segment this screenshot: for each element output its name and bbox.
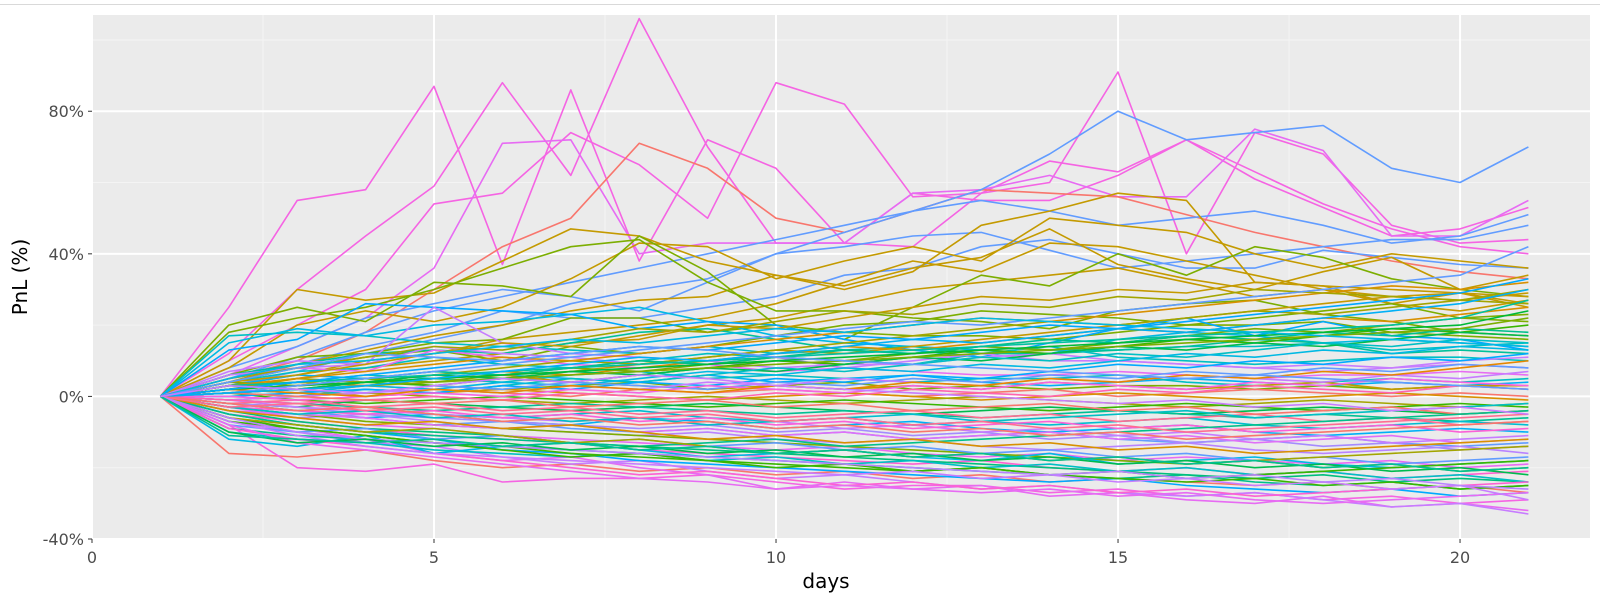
- x-axis-title: days: [802, 569, 849, 593]
- series-line-91: [160, 395, 1529, 433]
- series-line-74: [160, 392, 1529, 416]
- y-axis-title: PnL (%): [8, 239, 32, 316]
- x-tick-label: 10: [766, 548, 786, 567]
- series-line-86: [160, 395, 1529, 448]
- series-line-81: [160, 299, 1529, 398]
- series-line-72: [160, 377, 1529, 401]
- series-line-80: [160, 310, 1529, 398]
- y-tick-label: 80%: [48, 102, 84, 121]
- series-line-57: [160, 395, 1529, 444]
- series-line-83: [160, 278, 1529, 398]
- series-line-21: [159, 302, 1529, 398]
- series-line-11: [160, 217, 1529, 398]
- series-line-71: [160, 370, 1529, 401]
- series-line-84: [160, 288, 1529, 398]
- series-line-34: [160, 392, 1529, 412]
- series-line-9: [160, 238, 1529, 398]
- series-line-89: [160, 395, 1529, 455]
- y-tick-label: 40%: [48, 245, 84, 264]
- x-tick-label: 0: [87, 548, 97, 567]
- series-line-8: [160, 224, 1529, 398]
- series-line-7: [160, 199, 1529, 398]
- series-line-93: [160, 395, 1529, 505]
- series-line-47: [160, 395, 1529, 498]
- series-line-98: [160, 317, 1529, 398]
- tick-labels: 0 5 10 15 20 -40% 0% 40% 80%: [43, 102, 1471, 567]
- series-line-100: [160, 374, 1529, 415]
- top-border-line: [0, 4, 1600, 5]
- y-tick-label: 0%: [59, 387, 84, 406]
- x-tick-label: 5: [429, 548, 439, 567]
- x-tick-label: 15: [1108, 548, 1128, 567]
- series-line-77: [160, 281, 1529, 398]
- series-line-82: [160, 245, 1529, 398]
- axis-ticks: [88, 110, 1461, 543]
- series-line-3: [160, 81, 1529, 398]
- y-tick-label: -40%: [43, 530, 84, 549]
- x-tick-label: 20: [1450, 548, 1470, 567]
- series-line-6: [160, 110, 1529, 398]
- series-line-94: [160, 395, 1529, 501]
- series-line-56: [160, 395, 1529, 444]
- series-layer: [159, 17, 1529, 515]
- series-line-97: [160, 395, 1529, 473]
- grid-major: [91, 15, 1590, 540]
- series-line-59: [160, 395, 1529, 426]
- series-line-99: [160, 345, 1529, 398]
- series-line-95: [160, 395, 1529, 490]
- series-line-68: [160, 345, 1529, 398]
- series-line-73: [160, 384, 1529, 405]
